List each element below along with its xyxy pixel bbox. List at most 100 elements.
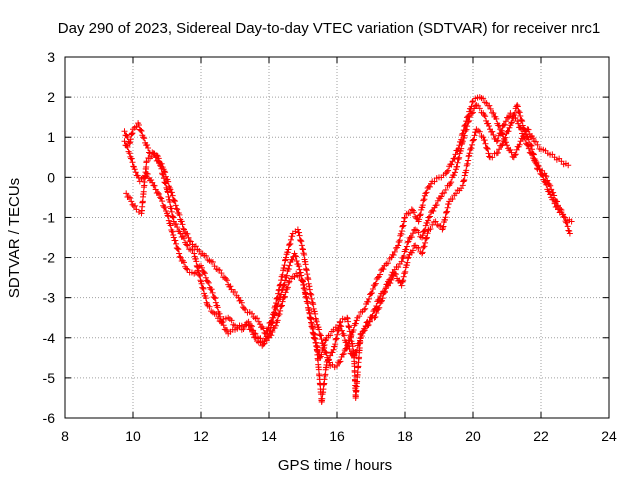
data-point (344, 342, 351, 349)
x-tick-label: 12 (193, 428, 209, 444)
data-point-run (406, 226, 418, 241)
data-point (405, 238, 412, 245)
data-point-run (478, 95, 488, 106)
data-point-run (501, 124, 513, 144)
data-point-run (219, 319, 231, 334)
data-point-run (127, 153, 137, 170)
data-point-run (375, 266, 387, 280)
data-point-run (416, 192, 428, 223)
data-point-run (209, 259, 220, 272)
data-point-run (542, 179, 554, 198)
data-point-run (307, 314, 320, 347)
data-point-run (122, 142, 132, 155)
data-point-run (206, 303, 216, 316)
data-point (177, 254, 184, 261)
data-point (527, 142, 534, 149)
data-point-run (138, 172, 148, 182)
data-point-run (144, 171, 156, 186)
data-point-run (332, 324, 342, 332)
data-point-run (484, 102, 496, 116)
data-point-run (135, 122, 146, 139)
data-point-run (158, 195, 170, 215)
data-point-run (151, 182, 163, 197)
data-point (398, 282, 405, 289)
data-point-run (359, 323, 369, 337)
y-tick-label: 3 (47, 49, 55, 65)
y-tick-label: -5 (43, 370, 56, 386)
data-point (296, 266, 303, 273)
data-point-run (157, 163, 170, 191)
data-point-run (324, 349, 336, 363)
data-point-run (460, 117, 472, 142)
data-point (340, 350, 347, 357)
data-point (279, 298, 286, 305)
y-tick-label: -4 (43, 330, 56, 346)
data-point-run (273, 302, 285, 326)
data-point (121, 128, 128, 135)
x-tick-label: 8 (61, 428, 69, 444)
data-point-run (447, 192, 458, 203)
data-point-run (339, 315, 348, 323)
data-point-run (295, 229, 306, 252)
data-point-run (419, 227, 432, 256)
y-tick-label: 1 (47, 129, 55, 145)
data-point-run (145, 153, 155, 162)
x-tick-label: 22 (533, 428, 549, 444)
data-point-run (186, 246, 196, 253)
data-point (128, 198, 135, 205)
data-point-run (344, 315, 357, 356)
data-point-run (138, 159, 150, 214)
data-point-run (395, 215, 408, 246)
data-point (514, 102, 521, 109)
x-tick-label: 18 (397, 428, 413, 444)
data-point-run (434, 221, 444, 229)
data-point-run (178, 257, 190, 272)
data-point-run (213, 311, 223, 325)
data-point (286, 262, 293, 269)
data-point-run (161, 168, 173, 191)
data-point-run (368, 276, 380, 296)
data-point (402, 214, 408, 221)
data-point-run (254, 334, 264, 342)
data-point-run (168, 189, 180, 212)
data-point-run (549, 189, 561, 205)
data-point-run (129, 201, 139, 210)
data-point-run (356, 308, 366, 320)
data-point-run (216, 267, 227, 281)
data-point-run (441, 182, 451, 196)
data-point-run (124, 193, 134, 201)
series-track-c (123, 102, 573, 405)
data-point-run (521, 126, 533, 148)
data-point-run (234, 323, 243, 331)
data-point-run (220, 315, 229, 322)
data-point-run (439, 201, 452, 232)
data-point (371, 306, 378, 313)
data-point-run (280, 279, 292, 301)
data-point-run (362, 291, 374, 312)
data-point (439, 226, 446, 233)
data-point-run (174, 210, 187, 232)
data-point-run (494, 123, 506, 144)
data-point-run (325, 328, 335, 339)
data-point-run (481, 112, 493, 129)
data-point-run (198, 280, 211, 308)
data-point-run (386, 272, 397, 287)
data-point (191, 250, 198, 257)
data-point (252, 330, 259, 337)
data-point-run (553, 155, 563, 163)
data-point-run (178, 233, 190, 248)
data-point-run (266, 310, 279, 334)
data-point-run (329, 361, 338, 371)
data-point (204, 278, 211, 285)
data-point-run (261, 337, 270, 344)
data-point-run (379, 283, 390, 295)
y-axis-title: SDTVAR / TECUs (6, 178, 23, 298)
x-axis-title: GPS time / hours (278, 457, 392, 474)
data-point-run (556, 206, 567, 220)
data-point-run (241, 321, 250, 330)
x-tick-label: 16 (329, 428, 345, 444)
data-point-run (475, 127, 485, 140)
data-point-run (171, 220, 183, 235)
data-point-run (236, 297, 248, 312)
